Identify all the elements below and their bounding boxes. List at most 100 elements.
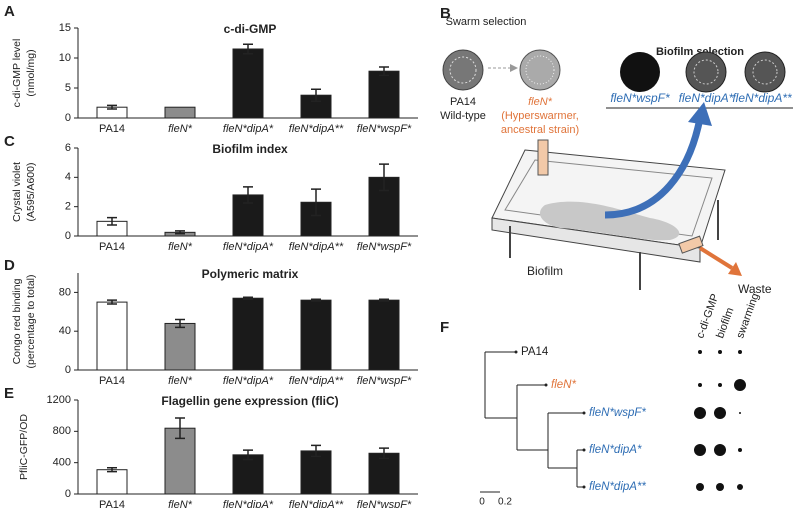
- y-tick-label: 0: [65, 112, 71, 124]
- outlet-tube: [678, 235, 704, 254]
- dot: [698, 383, 702, 387]
- x-tick-label: fleN*dipA**: [289, 241, 344, 253]
- column-label: swarming: [734, 292, 761, 340]
- tray-inner: [504, 159, 713, 237]
- error-bar: [107, 299, 117, 305]
- x-tick-label: fleN*dipA*: [223, 123, 274, 135]
- x-tick-label: fleN*: [168, 123, 193, 135]
- leaf-label: fleN*: [551, 379, 576, 391]
- bar: [164, 322, 196, 371]
- y-tick-label: 40: [59, 325, 71, 337]
- strain-name: fleN*dipA*: [679, 91, 734, 105]
- node: [582, 411, 586, 415]
- strain-desc: ancestral strain): [501, 124, 579, 136]
- y-axis-label: (percentage to total): [25, 275, 37, 369]
- error-bar: [107, 467, 117, 473]
- chart-title: Flagellin gene expression (fliC): [161, 394, 338, 408]
- error-bar: [379, 66, 389, 77]
- chart-title: c-di-GMP: [224, 22, 277, 36]
- y-axis-label: c-di-GMP level: [11, 39, 23, 108]
- y-tick-label: 4: [65, 171, 71, 183]
- dot: [714, 407, 726, 419]
- plate: [744, 51, 786, 93]
- node: [544, 383, 548, 387]
- leaf-label: fleN*dipA*: [589, 444, 642, 456]
- strain-name: fleN*dipA**: [732, 91, 792, 105]
- dot: [737, 484, 743, 490]
- panel-label: D: [4, 257, 15, 274]
- chart-title: Biofilm index: [212, 142, 288, 156]
- plate-pattern: [693, 59, 719, 85]
- error-bar: [311, 88, 321, 102]
- panel-label: A: [4, 3, 15, 20]
- scale-label: 0.2: [498, 497, 512, 508]
- error-bar: [379, 163, 389, 192]
- bar: [96, 301, 128, 371]
- bar: [368, 70, 400, 119]
- error-bar: [379, 298, 389, 302]
- error-bar: [243, 449, 253, 461]
- x-tick-label: fleN*dipA*: [223, 499, 274, 508]
- bar: [300, 450, 332, 495]
- error-bar: [379, 447, 389, 460]
- x-tick-label: PA14: [99, 499, 125, 508]
- waste-label: Waste: [738, 282, 772, 296]
- y-tick-label: 2: [65, 201, 71, 213]
- x-tick-label: fleN*wspF*: [357, 375, 412, 387]
- error-bar: [175, 318, 185, 329]
- leaf-label: PA14: [521, 346, 549, 358]
- y-axis-label: (A595/A600): [25, 163, 37, 222]
- x-tick-label: fleN*dipA**: [289, 375, 344, 387]
- y-tick-label: 800: [53, 425, 71, 437]
- dot: [694, 407, 706, 419]
- plate-pattern: [449, 56, 477, 84]
- bar: [96, 469, 128, 495]
- strain-name: PA14: [450, 96, 476, 108]
- biofilm: [540, 201, 680, 241]
- x-tick-label: PA14: [99, 241, 125, 253]
- y-axis-label: (nmol/mg): [25, 49, 37, 96]
- x-tick-label: PA14: [99, 375, 125, 387]
- dot: [718, 383, 722, 387]
- error-bar: [243, 43, 253, 55]
- y-axis-label: Crystal violet: [11, 162, 23, 222]
- panel-label: B: [440, 5, 451, 22]
- node: [582, 485, 586, 489]
- inlet-tube: [537, 139, 549, 176]
- x-tick-label: fleN*dipA*: [223, 375, 274, 387]
- bar: [232, 454, 264, 495]
- y-axis-label: Congo red binding: [11, 278, 23, 364]
- panel-label: E: [4, 385, 14, 402]
- bar: [164, 427, 196, 495]
- tree: 0 0.2: [479, 351, 583, 508]
- chart-title: Polymeric matrix: [202, 267, 299, 281]
- panel-label: F: [440, 319, 449, 336]
- leaf-label: fleN*dipA**: [589, 481, 646, 493]
- panel-label: C: [4, 133, 15, 150]
- x-tick-label: fleN*dipA**: [289, 123, 344, 135]
- biofilm-title: Biofilm selection: [656, 46, 744, 58]
- selection-arrow: [604, 117, 704, 219]
- y-tick-label: 15: [59, 22, 71, 34]
- x-tick-label: PA14: [99, 123, 125, 135]
- error-bar: [311, 444, 321, 458]
- error-bar: [311, 188, 321, 217]
- strain-desc: (Hyperswarmer,: [501, 110, 579, 122]
- plate: [685, 51, 727, 93]
- error-bar: [175, 230, 185, 235]
- strain-name: fleN*wspF*: [610, 91, 670, 105]
- error-bar: [107, 216, 117, 226]
- plate: [620, 52, 660, 92]
- y-tick-label: 0: [65, 488, 71, 500]
- bar: [300, 299, 332, 371]
- node: [514, 350, 518, 354]
- y-tick-label: 0: [65, 364, 71, 376]
- y-tick-label: 5: [65, 82, 71, 94]
- dot: [696, 483, 704, 491]
- bar: [232, 297, 264, 371]
- x-tick-label: fleN*: [168, 375, 193, 387]
- y-tick-label: 0: [65, 230, 71, 242]
- waste-arrow-head: [728, 262, 742, 276]
- column-label: biofilm: [714, 306, 736, 340]
